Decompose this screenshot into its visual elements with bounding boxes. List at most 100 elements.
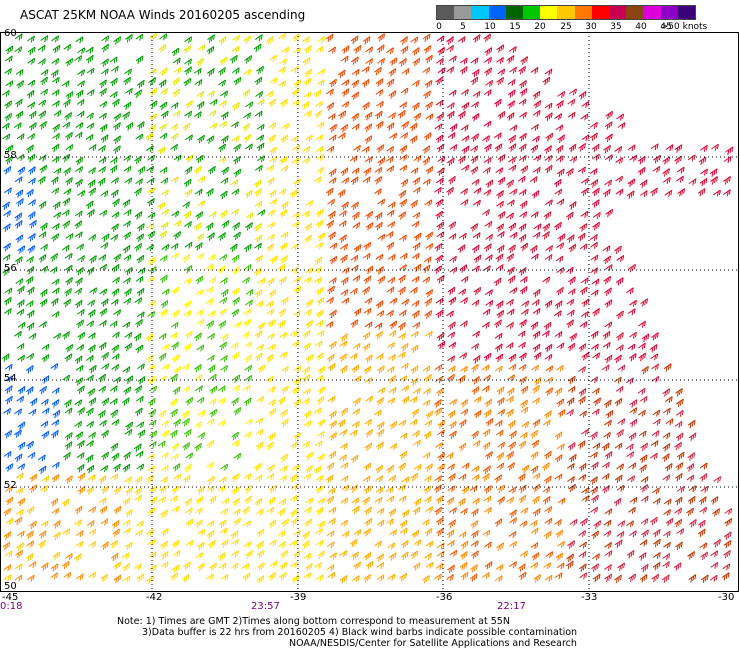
wind-barb <box>482 265 491 273</box>
wind-barb <box>245 288 254 296</box>
wind-barb <box>209 122 218 130</box>
wind-barb <box>446 529 455 538</box>
wind-barb <box>38 154 47 162</box>
wind-barb <box>218 232 226 241</box>
note-line-1: Note: 1) Times are GMT 2)Times along bot… <box>117 616 510 627</box>
wind-barb <box>233 406 242 416</box>
wind-barb <box>517 175 526 183</box>
wind-barb <box>674 518 683 528</box>
wind-barb <box>209 408 218 418</box>
scale-label-50-knots: >50 knots <box>660 22 708 32</box>
wind-barb <box>158 79 167 88</box>
wind-barb <box>123 165 132 173</box>
wind-barb <box>436 527 444 537</box>
wind-barb <box>326 495 335 505</box>
wind-barb <box>244 55 253 64</box>
wind-barb <box>315 241 324 249</box>
wind-barb <box>183 77 192 87</box>
wind-barb <box>590 376 599 384</box>
wind-barb <box>412 430 420 438</box>
wind-barb <box>398 495 407 503</box>
wind-barb <box>350 484 359 493</box>
wind-barb <box>458 110 466 120</box>
wind-barb <box>293 285 302 295</box>
wind-barb <box>50 297 59 307</box>
wind-barb <box>65 553 73 561</box>
wind-barb <box>362 252 371 260</box>
wind-barb <box>590 179 599 188</box>
wind-barb <box>315 45 324 53</box>
wind-barb <box>26 574 35 582</box>
wind-barb <box>386 518 394 526</box>
wind-barb <box>113 561 122 571</box>
wind-barb <box>302 366 311 375</box>
wind-barb <box>591 199 600 208</box>
wind-barb <box>64 287 72 297</box>
wind-barb <box>28 332 37 340</box>
wind-barb <box>185 134 193 142</box>
wind-barb <box>169 495 178 503</box>
wind-barb <box>457 375 466 384</box>
wind-barb <box>74 420 83 428</box>
wind-barb <box>28 122 37 131</box>
wind-barb <box>303 572 312 580</box>
wind-barb <box>351 68 360 76</box>
wind-barb <box>109 385 118 393</box>
wind-barb <box>99 308 108 317</box>
wind-barb <box>604 299 613 308</box>
wind-barb <box>483 465 491 475</box>
wind-barb <box>542 496 551 505</box>
lat-label-50: 50 <box>4 581 17 592</box>
wind-barb <box>603 144 611 154</box>
wind-barb <box>219 209 228 219</box>
wind-barb <box>159 485 167 494</box>
wind-barb <box>398 190 407 199</box>
wind-barb <box>160 527 169 537</box>
wind-barb <box>113 574 122 584</box>
wind-barb <box>385 486 394 494</box>
wind-barb <box>435 177 444 185</box>
wind-barb <box>14 212 23 222</box>
wind-barb <box>149 68 157 76</box>
map-frame <box>0 32 739 592</box>
wind-barb <box>388 375 397 384</box>
wind-barb <box>88 167 96 175</box>
wind-barb <box>291 464 300 472</box>
wind-barb <box>87 309 96 318</box>
wind-barb <box>517 330 526 338</box>
wind-barb <box>290 483 299 491</box>
wind-barb <box>231 431 239 441</box>
wind-barb <box>230 179 239 187</box>
wind-barb <box>241 563 250 571</box>
wind-barb <box>651 573 660 583</box>
wind-barb <box>266 506 275 514</box>
wind-barb <box>52 551 61 561</box>
wind-barb <box>220 111 229 120</box>
wind-barb <box>410 330 419 338</box>
wind-barb <box>616 463 625 471</box>
wind-barb <box>303 276 312 284</box>
wind-barb <box>532 384 540 394</box>
wind-barb <box>605 110 614 120</box>
wind-barb <box>435 198 444 208</box>
wind-barb <box>52 201 61 210</box>
wind-barb <box>206 439 215 449</box>
wind-barb <box>386 165 395 173</box>
wind-barb <box>424 495 432 503</box>
wind-barb <box>484 220 493 228</box>
wind-barb <box>111 288 120 297</box>
lon-label-45: -45 <box>2 592 19 603</box>
wind-barb <box>40 69 49 77</box>
wind-barb <box>111 223 119 232</box>
wind-barb <box>578 396 586 405</box>
wind-barb <box>557 540 565 548</box>
wind-barb <box>171 77 180 86</box>
lat-label-60: 60 <box>4 28 17 39</box>
wind-barb <box>484 541 492 549</box>
wind-barb <box>145 132 154 141</box>
wind-barb <box>566 553 574 563</box>
wind-barb <box>134 529 143 537</box>
wind-barb <box>218 100 227 108</box>
wind-barb <box>123 208 132 216</box>
wind-barb <box>89 287 98 295</box>
